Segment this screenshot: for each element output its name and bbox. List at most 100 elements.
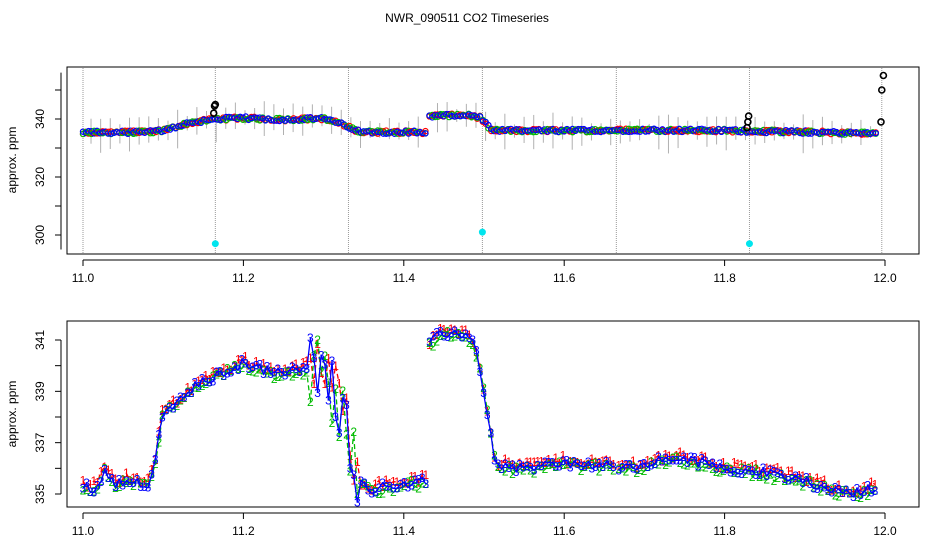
- bottom-series-2-line: [429, 330, 614, 476]
- bottom-series-3-marker: 3: [202, 375, 209, 389]
- bottom-series-1-marker: 1: [477, 361, 484, 375]
- bottom-series-3-marker: 3: [796, 471, 803, 485]
- bottom-series-1-marker: 1: [343, 391, 350, 405]
- bottom-series-1-marker: 1: [556, 456, 563, 470]
- bottom-series-3-marker: 3: [368, 486, 375, 500]
- top-x-tick-label: 11.6: [553, 271, 576, 285]
- bottom-series-2-marker: 2: [513, 460, 520, 474]
- bottom-series-3-marker: 3: [567, 461, 574, 475]
- bottom-series-3-marker: 3: [713, 462, 720, 476]
- bottom-series-3-marker: 3: [408, 478, 415, 492]
- bottom-series-1-marker: 1: [610, 457, 617, 471]
- bottom-series-3-marker: 3: [698, 451, 705, 465]
- bottom-series-1-marker: 1: [210, 364, 217, 378]
- bottom-series-2-marker: 2: [148, 470, 155, 484]
- bottom-series-3-marker: 3: [603, 455, 610, 469]
- bottom-series-1-marker: 1: [563, 458, 570, 472]
- bottom-series-1-marker: 1: [365, 481, 372, 495]
- bottom-series-2-marker: 2: [368, 483, 375, 497]
- bottom-series-3-marker: 3: [433, 326, 440, 340]
- bottom-series-3-marker: 3: [585, 455, 592, 469]
- bottom-series-3-marker: 3: [437, 325, 444, 339]
- bottom-series-1-marker: 1: [260, 357, 267, 371]
- bottom-series-3-marker: 3: [379, 476, 386, 490]
- top-y-tick-label: 340: [33, 109, 47, 129]
- bottom-series-3-marker: 3: [742, 463, 749, 477]
- bottom-series-1-marker: 1: [282, 362, 289, 376]
- bottom-series-1-marker: 1: [289, 359, 296, 373]
- bottom-series-2-marker: 2: [415, 482, 422, 496]
- bottom-series-2-marker: 2: [680, 457, 687, 471]
- bottom-series-3-marker: 3: [596, 457, 603, 471]
- bottom-series-3-marker: 3: [242, 356, 249, 370]
- bottom-series-2-marker: 2: [451, 330, 458, 344]
- bottom-series-1-marker: 1: [560, 449, 567, 463]
- bottom-series-2-marker: 2: [473, 351, 480, 365]
- bottom-series-3-marker: 3: [789, 472, 796, 486]
- bottom-series-2-marker: 2: [542, 462, 549, 476]
- bottom-series-3-line: [82, 337, 427, 503]
- bottom-series-3-marker: 3: [836, 483, 843, 497]
- bottom-series-2-marker: 2: [716, 466, 723, 480]
- bottom-series-2-marker: 2: [684, 459, 691, 473]
- bottom-series-3-marker: 3: [444, 330, 451, 344]
- bottom-series-1-marker: 1: [423, 468, 430, 482]
- top-plot-area: [79, 68, 888, 253]
- bottom-series-1-marker: 1: [698, 449, 705, 463]
- bottom-series-1-marker: 1: [713, 460, 720, 474]
- bottom-series-3-marker: 3: [792, 469, 799, 483]
- bottom-series-1-marker: 1: [720, 456, 727, 470]
- bottom-series-1-marker: 1: [329, 381, 336, 395]
- bottom-series-2-marker: 2: [760, 469, 767, 483]
- bottom-series-3-marker: 3: [404, 480, 411, 494]
- bottom-series-2-marker: 2: [626, 459, 633, 473]
- bottom-series-3-marker: 3: [256, 358, 263, 372]
- bottom-series-3-marker: 3: [83, 476, 90, 490]
- bottom-series-3-marker: 3: [426, 335, 433, 349]
- bottom-series-3-marker: 3: [278, 365, 285, 379]
- bottom-series-1-marker: 1: [623, 458, 630, 472]
- bottom-series-1-marker: 1: [850, 484, 857, 498]
- bottom-series-1-marker: 1: [716, 461, 723, 475]
- bottom-series-3-marker: 3: [864, 478, 871, 492]
- bottom-series-3-marker: 3: [173, 394, 180, 408]
- bottom-series-3-marker: 3: [534, 458, 541, 472]
- bottom-series-3-marker: 3: [285, 364, 292, 378]
- bottom-series-1-marker: 1: [253, 355, 260, 369]
- bottom-x-tick-label: 11.8: [713, 524, 736, 538]
- bottom-x-tick-label: 11.4: [393, 524, 416, 538]
- bottom-series-1-marker: 1: [199, 373, 206, 387]
- top-series-3-point: [709, 128, 717, 135]
- bottom-series-1-marker: 1: [109, 466, 116, 480]
- bottom-series-2-marker: 2: [347, 464, 354, 478]
- bottom-series-3-marker: 3: [386, 480, 393, 494]
- bottom-series-3-marker: 3: [637, 457, 644, 471]
- bottom-series-2-marker: 2: [828, 482, 835, 496]
- top-series-3-point: [869, 129, 877, 137]
- bottom-series-2-marker: 2: [724, 460, 731, 474]
- top-series-3-point: [810, 128, 818, 136]
- bottom-series-1-marker: 1: [441, 323, 448, 337]
- bottom-series-3-marker: 3: [799, 476, 806, 490]
- bottom-series-1-marker: 1: [145, 471, 152, 485]
- bottom-series-1-marker: 1: [336, 377, 343, 391]
- bottom-series-3-marker: 3: [354, 496, 361, 510]
- bottom-series-3-marker: 3: [502, 457, 509, 471]
- chart-title: NWR_090511 CO2 Timeseries: [385, 11, 549, 25]
- bottom-series-3-marker: 3: [383, 479, 390, 493]
- bottom-series-2-marker: 2: [412, 479, 419, 493]
- bottom-series-2-marker: 2: [872, 483, 879, 497]
- bottom-series-1-marker: 1: [542, 456, 549, 470]
- bottom-series-3-marker: 3: [210, 375, 217, 389]
- bottom-series-1-marker: 1: [825, 482, 832, 496]
- bottom-series-3-marker: 3: [828, 485, 835, 499]
- bottom-series-3-marker: 3: [451, 324, 458, 338]
- bottom-series-1-marker: 1: [94, 475, 101, 489]
- bottom-series-1-marker: 1: [864, 483, 871, 497]
- bottom-series-3-marker: 3: [684, 456, 691, 470]
- bottom-y-tick-label: 337: [33, 432, 47, 452]
- bottom-series-1-marker: 1: [684, 451, 691, 465]
- bottom-series-3-marker: 3: [145, 481, 152, 495]
- bottom-series-1-marker: 1: [98, 465, 105, 479]
- bottom-series-3-marker: 3: [814, 482, 821, 496]
